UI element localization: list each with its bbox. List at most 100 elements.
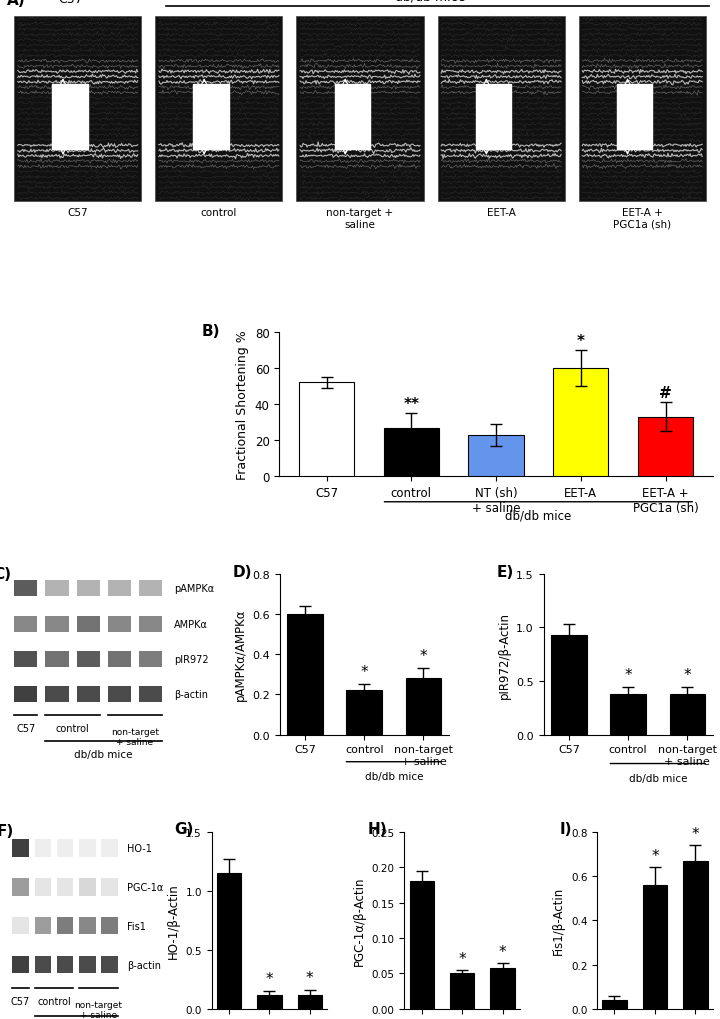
Bar xyxy=(76,687,99,703)
Text: D): D) xyxy=(232,565,252,580)
Bar xyxy=(76,651,99,667)
Bar xyxy=(139,651,162,667)
Bar xyxy=(35,956,51,973)
Bar xyxy=(438,17,564,202)
Bar xyxy=(683,861,708,1009)
Bar xyxy=(57,839,73,857)
Bar xyxy=(102,878,118,896)
Bar xyxy=(611,694,646,735)
Bar xyxy=(297,995,322,1009)
Text: EET-A: EET-A xyxy=(487,208,516,218)
Text: β-actin: β-actin xyxy=(174,690,208,700)
Text: *: * xyxy=(266,971,273,986)
Text: control: control xyxy=(201,208,237,218)
Bar xyxy=(14,581,37,597)
Bar xyxy=(102,839,118,857)
Bar xyxy=(194,86,229,150)
Bar xyxy=(217,873,241,1009)
Text: HO-1: HO-1 xyxy=(127,843,152,853)
Bar xyxy=(450,973,474,1009)
Text: *: * xyxy=(361,664,368,679)
Bar xyxy=(12,917,29,934)
Text: *: * xyxy=(499,944,506,959)
Text: control: control xyxy=(37,997,71,1007)
Text: C): C) xyxy=(0,567,11,581)
Text: **: ** xyxy=(403,397,419,412)
Bar xyxy=(45,687,68,703)
Bar xyxy=(638,418,693,477)
Bar xyxy=(14,687,37,703)
Text: C57: C57 xyxy=(17,723,35,734)
Bar xyxy=(79,956,96,973)
Text: H): H) xyxy=(367,821,387,837)
Text: C57: C57 xyxy=(58,0,83,6)
Text: db/db mice: db/db mice xyxy=(629,773,687,784)
Bar xyxy=(107,581,131,597)
Bar xyxy=(552,635,587,735)
Bar xyxy=(102,956,118,973)
Bar xyxy=(79,878,96,896)
Bar xyxy=(12,956,29,973)
Y-axis label: pAMPKα/AMPKα: pAMPKα/AMPKα xyxy=(233,608,246,701)
Text: *: * xyxy=(420,648,427,663)
Text: non-target
+ saline: non-target + saline xyxy=(74,1000,122,1019)
Bar xyxy=(45,615,68,632)
Bar xyxy=(57,878,73,896)
Bar xyxy=(405,679,441,735)
Bar xyxy=(53,86,88,150)
Bar xyxy=(670,694,705,735)
Bar xyxy=(76,581,99,597)
Text: *: * xyxy=(577,333,585,348)
Bar xyxy=(79,917,96,934)
Bar xyxy=(14,17,141,202)
Bar xyxy=(257,995,282,1009)
Y-axis label: PGC-1α/β-Actin: PGC-1α/β-Actin xyxy=(353,875,366,965)
Bar xyxy=(476,86,511,150)
Text: EET-A +
PGC1a (sh): EET-A + PGC1a (sh) xyxy=(613,208,671,229)
Bar xyxy=(287,614,323,735)
Text: non-target +
saline: non-target + saline xyxy=(326,208,394,229)
Text: db/db mice: db/db mice xyxy=(74,749,133,759)
Text: *: * xyxy=(692,826,699,841)
Bar xyxy=(35,839,51,857)
Text: pIR972: pIR972 xyxy=(174,654,209,664)
Bar xyxy=(553,369,608,477)
Text: *: * xyxy=(306,970,314,985)
Bar xyxy=(603,1000,626,1009)
Text: β-actin: β-actin xyxy=(127,960,161,970)
Text: *: * xyxy=(683,667,691,683)
Bar xyxy=(35,878,51,896)
Text: non-target
+ saline: non-target + saline xyxy=(111,727,158,746)
Bar xyxy=(299,383,354,477)
Bar xyxy=(79,839,96,857)
Text: #: # xyxy=(660,386,672,401)
Text: A): A) xyxy=(7,0,26,8)
Bar xyxy=(139,615,162,632)
Bar xyxy=(617,86,652,150)
Text: F): F) xyxy=(0,823,14,839)
Y-axis label: HO-1/β-Actin: HO-1/β-Actin xyxy=(166,882,180,958)
Y-axis label: Fractional Shortening %: Fractional Shortening % xyxy=(236,330,249,480)
Text: db/db mice: db/db mice xyxy=(395,0,466,3)
Bar xyxy=(346,691,382,735)
Bar xyxy=(102,917,118,934)
Bar xyxy=(35,917,51,934)
Bar xyxy=(12,878,29,896)
Bar xyxy=(107,687,131,703)
Text: db/db mice: db/db mice xyxy=(364,771,423,781)
Bar xyxy=(579,17,706,202)
Bar xyxy=(410,881,434,1009)
Text: pAMPKα: pAMPKα xyxy=(174,584,215,594)
Bar xyxy=(156,17,282,202)
Bar xyxy=(643,886,667,1009)
Bar xyxy=(297,17,423,202)
Bar xyxy=(490,968,515,1009)
Bar xyxy=(14,615,37,632)
Text: G): G) xyxy=(174,821,194,837)
Bar xyxy=(57,956,73,973)
Bar xyxy=(12,839,29,857)
Bar xyxy=(76,615,99,632)
Bar xyxy=(45,651,68,667)
Bar xyxy=(107,651,131,667)
Text: I): I) xyxy=(560,821,572,837)
